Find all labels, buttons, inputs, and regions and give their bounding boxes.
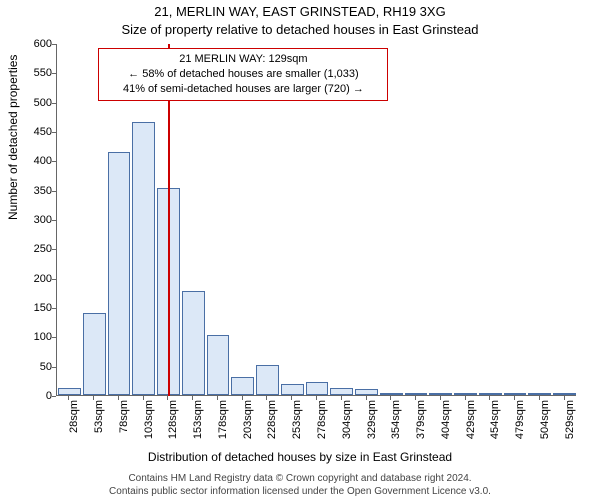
histogram-bar [479,393,502,395]
histogram-bar [528,393,551,395]
x-tick-label: 53sqm [93,400,105,450]
x-tick-mark [539,396,540,400]
footer-attribution: Contains HM Land Registry data © Crown c… [0,472,600,498]
y-tick-label: 450 [12,126,52,138]
histogram-bar [132,122,155,395]
histogram-bar [553,393,576,395]
y-tick-label: 200 [12,273,52,285]
x-tick-mark [217,396,218,400]
x-tick-mark [266,396,267,400]
x-tick-label: 153sqm [192,400,204,450]
y-tick-mark [52,132,56,133]
x-tick-mark [489,396,490,400]
footer-line-2: Contains public sector information licen… [0,485,600,498]
annotation-line-2: ← 58% of detached houses are smaller (1,… [105,67,381,82]
histogram-bar [281,384,304,395]
histogram-bar [108,152,131,395]
y-tick-label: 0 [12,390,52,402]
y-tick-mark [52,103,56,104]
x-tick-mark [415,396,416,400]
x-tick-label: 28sqm [68,400,80,450]
x-tick-label: 379sqm [415,400,427,450]
x-tick-mark [366,396,367,400]
x-tick-mark [564,396,565,400]
chart-title-address: 21, MERLIN WAY, EAST GRINSTEAD, RH19 3XG [0,4,600,19]
histogram-bar [330,388,353,395]
x-tick-mark [316,396,317,400]
x-tick-label: 404sqm [440,400,452,450]
histogram-bar [306,382,329,395]
y-tick-mark [52,308,56,309]
x-tick-label: 354sqm [390,400,402,450]
x-tick-mark [341,396,342,400]
histogram-bar [182,291,205,395]
histogram-bar [355,389,378,395]
y-tick-mark [52,249,56,250]
y-tick-mark [52,161,56,162]
y-tick-mark [52,337,56,338]
histogram-bar [83,313,106,395]
y-tick-label: 150 [12,302,52,314]
x-tick-label: 479sqm [514,400,526,450]
y-tick-label: 500 [12,97,52,109]
x-tick-label: 454sqm [489,400,501,450]
x-tick-mark [440,396,441,400]
histogram-bar [454,393,477,395]
y-tick-label: 300 [12,214,52,226]
x-tick-label: 253sqm [291,400,303,450]
x-tick-mark [167,396,168,400]
y-tick-label: 100 [12,331,52,343]
x-tick-label: 203sqm [242,400,254,450]
y-tick-label: 250 [12,243,52,255]
y-tick-mark [52,220,56,221]
y-tick-mark [52,73,56,74]
annotation-box: 21 MERLIN WAY: 129sqm ← 58% of detached … [98,48,388,101]
y-tick-mark [52,191,56,192]
y-tick-mark [52,279,56,280]
histogram-bar [504,393,527,395]
histogram-bar [231,377,254,395]
x-tick-label: 304sqm [341,400,353,450]
y-tick-label: 600 [12,38,52,50]
annotation-line-1: 21 MERLIN WAY: 129sqm [105,52,381,67]
x-tick-mark [68,396,69,400]
x-axis-label: Distribution of detached houses by size … [0,450,600,464]
x-tick-mark [192,396,193,400]
x-tick-label: 278sqm [316,400,328,450]
histogram-bar [256,365,279,396]
chart-title-subtitle: Size of property relative to detached ho… [0,22,600,37]
y-tick-mark [52,367,56,368]
x-tick-mark [465,396,466,400]
y-tick-label: 350 [12,185,52,197]
x-tick-mark [514,396,515,400]
x-tick-label: 529sqm [564,400,576,450]
property-size-histogram: 21, MERLIN WAY, EAST GRINSTEAD, RH19 3XG… [0,0,600,500]
x-tick-label: 78sqm [118,400,130,450]
x-tick-mark [143,396,144,400]
y-tick-label: 400 [12,155,52,167]
x-tick-label: 178sqm [217,400,229,450]
x-tick-mark [291,396,292,400]
x-tick-label: 228sqm [266,400,278,450]
y-tick-mark [52,44,56,45]
y-tick-label: 550 [12,67,52,79]
annotation-line-3: 41% of semi-detached houses are larger (… [105,82,381,97]
x-tick-label: 329sqm [366,400,378,450]
x-tick-mark [93,396,94,400]
y-tick-label: 50 [12,361,52,373]
footer-line-1: Contains HM Land Registry data © Crown c… [0,472,600,485]
x-tick-label: 128sqm [167,400,179,450]
histogram-bar [380,393,403,395]
x-tick-mark [242,396,243,400]
y-tick-mark [52,396,56,397]
histogram-bar [405,393,428,395]
histogram-bar [58,388,81,395]
histogram-bar [429,393,452,395]
x-tick-label: 103sqm [143,400,155,450]
histogram-bar [207,335,230,395]
x-tick-mark [118,396,119,400]
x-tick-label: 504sqm [539,400,551,450]
x-tick-label: 429sqm [465,400,477,450]
x-tick-mark [390,396,391,400]
